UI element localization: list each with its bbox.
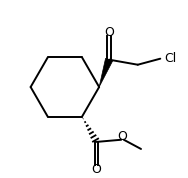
Polygon shape: [99, 58, 113, 87]
Text: O: O: [92, 163, 102, 176]
Text: O: O: [104, 26, 114, 39]
Text: Cl: Cl: [164, 52, 177, 65]
Text: O: O: [117, 130, 127, 143]
